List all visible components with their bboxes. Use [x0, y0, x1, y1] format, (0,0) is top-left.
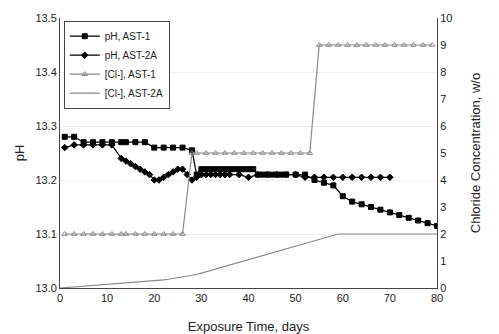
- svg-text:[Cl-], AST-1: [Cl-], AST-1: [105, 69, 157, 80]
- svg-text:13.1: 13.1: [35, 228, 56, 240]
- svg-text:8: 8: [440, 66, 446, 78]
- svg-text:80: 80: [431, 292, 443, 304]
- svg-text:50: 50: [290, 292, 302, 304]
- svg-text:60: 60: [337, 292, 349, 304]
- svg-text:0: 0: [57, 292, 63, 304]
- svg-text:40: 40: [242, 292, 254, 304]
- svg-text:7: 7: [440, 93, 446, 105]
- svg-text:pH, AST-1: pH, AST-1: [105, 31, 151, 42]
- svg-text:2: 2: [440, 228, 446, 240]
- svg-text:13.5: 13.5: [35, 12, 56, 24]
- svg-text:10: 10: [440, 12, 452, 24]
- svg-text:6: 6: [440, 120, 446, 132]
- svg-text:0: 0: [440, 282, 446, 294]
- svg-text:[Cl-], AST-2A: [Cl-], AST-2A: [105, 88, 163, 99]
- svg-text:20: 20: [148, 292, 160, 304]
- svg-text:Chloride Concentration, w/o: Chloride Concentration, w/o: [468, 73, 483, 233]
- svg-text:9: 9: [440, 39, 446, 51]
- svg-text:Exposure Time, days: Exposure Time, days: [188, 319, 310, 334]
- svg-text:13.4: 13.4: [35, 66, 56, 78]
- svg-text:pH: pH: [12, 145, 27, 162]
- svg-text:3: 3: [440, 201, 446, 213]
- svg-text:13.0: 13.0: [35, 282, 56, 294]
- svg-text:4: 4: [440, 174, 446, 186]
- svg-text:5: 5: [440, 147, 446, 159]
- svg-text:30: 30: [195, 292, 207, 304]
- svg-text:13.2: 13.2: [35, 174, 56, 186]
- svg-text:pH, AST-2A: pH, AST-2A: [105, 50, 158, 61]
- svg-text:13.3: 13.3: [35, 120, 56, 132]
- svg-text:1: 1: [440, 255, 446, 267]
- svg-text:10: 10: [101, 292, 113, 304]
- svg-text:70: 70: [384, 292, 396, 304]
